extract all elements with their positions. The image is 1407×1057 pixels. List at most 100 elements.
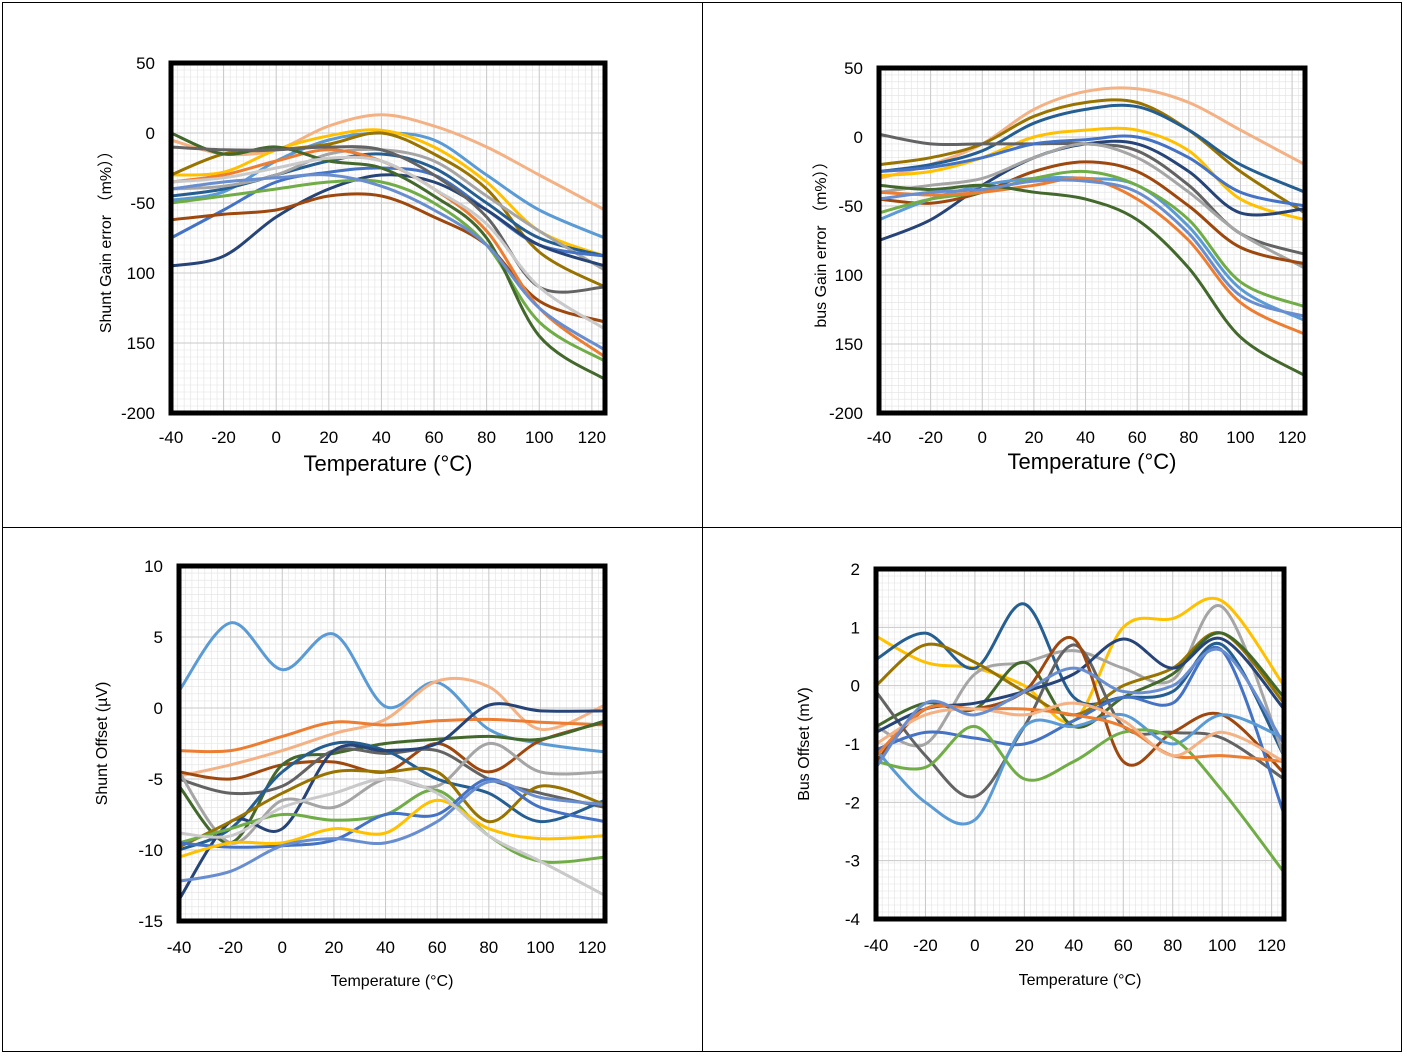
x-tick-label: 120 [1277,428,1305,447]
x-tick-label: 20 [1014,936,1033,955]
x-tick-label: 0 [271,428,280,447]
x-tick-label: 80 [477,428,496,447]
x-tick-label: 40 [1076,428,1095,447]
series-line-14 [874,647,1285,769]
x-tick-label: 60 [1127,428,1146,447]
y-axis-label: Shunt Offset (µV) [94,681,111,805]
plot-frame [876,65,1307,416]
series-line-3 [877,103,1306,194]
series-line-6 [874,642,1285,798]
y-axis-label: bus Gain error （m%）） [812,153,830,327]
x-tick-label: 80 [1179,428,1198,447]
x-tick-label: 100 [1226,428,1254,447]
y-tick-label: 100 [834,266,862,285]
y-tick-label: -50 [838,197,863,216]
series-line-10 [177,766,607,849]
cell-bus-offset: -40 -20 0 20 40 60 80 100 120 2 1 0 -1 -2 -3 -4 Temperat… [701,526,1402,1052]
plot-frame [168,60,608,416]
x-tick-label: -20 [218,938,243,957]
x-tick-label: 40 [372,428,391,447]
series-line-2 [177,676,607,778]
x-tick-label: -40 [159,428,184,447]
y-tick-label: -50 [130,194,155,213]
y-tick-label: 50 [136,54,155,73]
series-line-13 [169,173,607,352]
y-tick-label: 100 [127,264,155,283]
x-tick-label: 20 [324,938,343,957]
bus-offset-chart: -40 -20 0 20 40 60 80 100 120 2 1 0 -1 -2 -3 -4 Temperat… [796,560,1286,989]
y-tick-label: 0 [154,699,163,718]
y-tick-label: 10 [144,557,163,576]
x-tick-label: 120 [1257,936,1285,955]
y-tick-label: 150 [127,334,155,353]
x-tick-label: 60 [428,938,447,957]
series-line-1 [877,86,1306,180]
series-line-6 [877,134,1306,208]
y-tick-label: 0 [853,128,862,147]
y-tick-label: -200 [828,404,862,423]
series-line-13 [874,701,1285,763]
y-tick-label: -5 [148,770,163,789]
series-line-11 [877,169,1306,309]
series-line-9 [177,701,607,901]
cell-shunt-offset: -40 -20 0 20 40 60 80 100 120 10 5 0 -5 -10 -15 Tempera… [2,526,703,1052]
x-axis-label: Temperature (°C) [1007,449,1176,474]
series-line-14 [877,178,1306,318]
y-tick-label: -1 [844,735,859,754]
series-line-10 [874,712,1285,826]
x-tick-label: 20 [1024,428,1043,447]
series-line-4 [877,126,1306,222]
series-line-2 [874,601,1285,757]
series-line-2 [877,98,1306,215]
y-tick-label: -3 [844,851,859,870]
series-line-1 [874,596,1285,724]
series-line-14 [177,779,607,883]
x-tick-label: 0 [977,428,986,447]
series-line-13 [177,798,607,859]
series-line-12 [169,131,607,381]
series-line-12 [877,176,1306,336]
x-tick-label: -20 [211,428,236,447]
plot-frame [176,563,608,923]
series-line-15 [169,155,607,331]
series-line-5 [177,718,607,844]
series-line-11 [169,178,607,363]
y-tick-label: 1 [850,618,859,637]
y-tick-label: 0 [146,124,155,143]
x-tick-label: 120 [578,938,606,957]
series-line-12 [874,703,1285,763]
series-line-11 [874,724,1285,874]
x-tick-label: 40 [1064,936,1083,955]
x-tick-label: 100 [525,428,553,447]
series-line-12 [177,776,607,849]
x-tick-label: 40 [376,938,395,957]
plot-frame [873,566,1286,921]
x-axis-label: Temperature (°C) [331,973,454,990]
series-line-9 [877,160,1306,266]
x-tick-label: -20 [913,936,938,955]
series-line-15 [177,777,607,897]
bus-gain-chart: -40 -20 0 20 40 60 80 100 120500-50100150-200Tem… [812,59,1307,474]
x-tick-label: -40 [167,938,192,957]
shunt-gain-chart: -40 -20 0 20 40 60 80 100 120500-50100150-200Tem… [97,54,608,476]
y-tick-label: 50 [844,59,863,78]
y-axis-label: Shunt Gain error （m%）） [97,143,115,333]
y-axis-label: Bus Offset (mV) [796,687,813,801]
x-tick-label: 120 [578,428,606,447]
x-tick-label: 0 [278,938,287,957]
x-tick-label: -40 [866,428,891,447]
series-line-1 [169,113,607,212]
x-axis-label: Temperature (°C) [1018,972,1141,989]
series-line-13 [877,183,1306,378]
y-tick-label: -4 [844,910,859,929]
y-tick-label: 0 [850,676,859,695]
y-tick-label: -2 [844,793,859,812]
y-tick-label: 2 [850,560,859,579]
x-tick-label: -20 [918,428,943,447]
x-axis-label: Temperature (°C) [304,451,473,476]
x-tick-label: 80 [1163,936,1182,955]
x-tick-label: 60 [425,428,444,447]
series-line-8 [877,142,1306,270]
x-tick-label: 20 [319,428,338,447]
